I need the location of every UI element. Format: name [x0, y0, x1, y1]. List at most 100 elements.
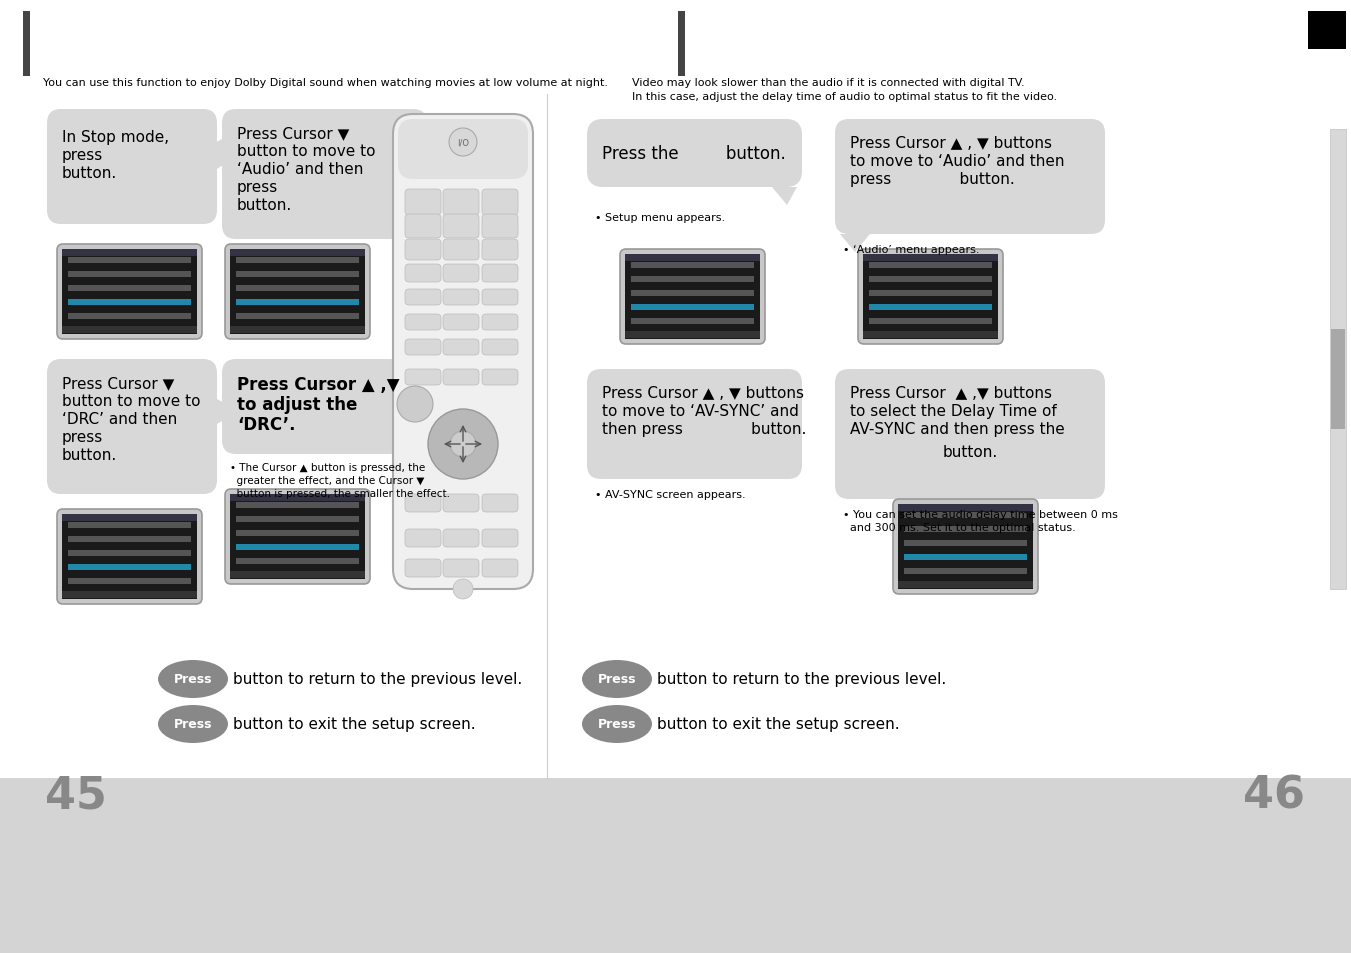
Bar [898, 504, 1034, 512]
Bar [904, 526, 1027, 533]
FancyBboxPatch shape [443, 339, 480, 355]
Circle shape [449, 129, 477, 157]
Bar [230, 495, 365, 579]
Polygon shape [771, 188, 797, 206]
Text: button to return to the previous level.: button to return to the previous level. [232, 672, 523, 687]
Text: press: press [62, 148, 103, 163]
Bar [863, 254, 998, 339]
Bar [236, 544, 359, 551]
Bar [869, 263, 992, 269]
Text: Press: Press [174, 718, 212, 731]
Bar [62, 327, 197, 334]
Bar [236, 272, 359, 277]
Bar [631, 291, 754, 296]
Text: button to move to: button to move to [236, 144, 376, 159]
Ellipse shape [582, 660, 653, 699]
FancyBboxPatch shape [405, 265, 440, 283]
Bar [869, 305, 992, 311]
FancyBboxPatch shape [222, 110, 427, 240]
FancyBboxPatch shape [443, 314, 480, 331]
FancyBboxPatch shape [405, 495, 440, 513]
Text: button is pressed, the smaller the effect.: button is pressed, the smaller the effec… [230, 489, 450, 498]
Bar [68, 551, 190, 557]
Text: • The Cursor ▲ button is pressed, the: • The Cursor ▲ button is pressed, the [230, 462, 426, 473]
Text: I/O: I/O [457, 138, 469, 148]
FancyBboxPatch shape [443, 290, 480, 306]
Text: ‘Audio’ and then: ‘Audio’ and then [236, 162, 363, 177]
Bar [236, 558, 359, 564]
Text: AV-SYNC and then press the: AV-SYNC and then press the [850, 421, 1065, 436]
Text: button to return to the previous level.: button to return to the previous level. [657, 672, 946, 687]
FancyBboxPatch shape [443, 370, 480, 386]
Text: press: press [62, 430, 103, 444]
Bar [236, 314, 359, 319]
Bar [68, 537, 190, 542]
Text: Press the         button.: Press the button. [603, 145, 786, 163]
Text: button.: button. [62, 448, 118, 462]
Bar [1331, 330, 1346, 430]
FancyBboxPatch shape [482, 495, 517, 513]
Text: • Setup menu appears.: • Setup menu appears. [594, 213, 725, 223]
FancyBboxPatch shape [858, 250, 1002, 345]
Text: ‘DRC’.: ‘DRC’. [236, 416, 296, 434]
Text: and 300 ms. Set it to the optimal status.: and 300 ms. Set it to the optimal status… [843, 522, 1075, 533]
Text: press: press [236, 180, 278, 194]
Bar [68, 257, 190, 264]
Text: • AV-SYNC screen appears.: • AV-SYNC screen appears. [594, 490, 746, 499]
Text: ‘DRC’ and then: ‘DRC’ and then [62, 412, 177, 427]
Text: Press Cursor ▲ , ▼ buttons: Press Cursor ▲ , ▼ buttons [850, 136, 1052, 151]
FancyBboxPatch shape [586, 120, 802, 188]
FancyBboxPatch shape [443, 495, 480, 513]
Text: Press Cursor  ▲ ,▼ buttons: Press Cursor ▲ ,▼ buttons [850, 386, 1052, 400]
Bar [230, 250, 365, 256]
Ellipse shape [582, 705, 653, 743]
Bar [62, 515, 197, 521]
Ellipse shape [158, 660, 228, 699]
Bar [1329, 130, 1346, 589]
Bar [68, 272, 190, 277]
Bar [0, 779, 1351, 953]
Bar [236, 286, 359, 292]
FancyBboxPatch shape [405, 214, 440, 239]
Bar [631, 263, 754, 269]
FancyBboxPatch shape [620, 250, 765, 345]
Polygon shape [840, 234, 870, 253]
Bar [626, 332, 761, 338]
FancyBboxPatch shape [57, 245, 203, 339]
FancyBboxPatch shape [405, 240, 440, 261]
Bar [869, 318, 992, 325]
Polygon shape [218, 399, 239, 424]
FancyBboxPatch shape [443, 265, 480, 283]
Bar [236, 257, 359, 264]
Text: • You can set the audio delay time between 0 ms: • You can set the audio delay time betwe… [843, 510, 1117, 519]
Text: button.: button. [943, 444, 997, 459]
Bar [904, 555, 1027, 560]
Text: greater the effect, and the Cursor ▼: greater the effect, and the Cursor ▼ [230, 476, 424, 485]
Bar [230, 572, 365, 578]
Text: to select the Delay Time of: to select the Delay Time of [850, 403, 1056, 418]
FancyBboxPatch shape [482, 339, 517, 355]
Text: press              button.: press button. [850, 172, 1015, 187]
Bar [62, 250, 197, 256]
Text: In Stop mode,: In Stop mode, [62, 130, 169, 145]
Text: button.: button. [236, 198, 292, 213]
Text: Press Cursor ▼: Press Cursor ▼ [62, 375, 174, 391]
FancyBboxPatch shape [482, 190, 517, 215]
FancyBboxPatch shape [443, 240, 480, 261]
Bar [62, 592, 197, 598]
FancyBboxPatch shape [835, 120, 1105, 234]
FancyBboxPatch shape [405, 559, 440, 578]
FancyBboxPatch shape [47, 359, 218, 495]
Text: 45: 45 [45, 774, 107, 817]
Text: to move to ‘AV-SYNC’ and: to move to ‘AV-SYNC’ and [603, 403, 798, 418]
FancyBboxPatch shape [226, 490, 370, 584]
Circle shape [450, 432, 476, 457]
Text: In this case, adjust the delay time of audio to optimal status to fit the video.: In this case, adjust the delay time of a… [632, 91, 1056, 102]
Bar [68, 286, 190, 292]
FancyBboxPatch shape [222, 359, 427, 455]
Text: Press: Press [597, 673, 636, 686]
FancyBboxPatch shape [405, 530, 440, 547]
Bar [869, 276, 992, 283]
FancyBboxPatch shape [482, 559, 517, 578]
Circle shape [428, 410, 499, 479]
